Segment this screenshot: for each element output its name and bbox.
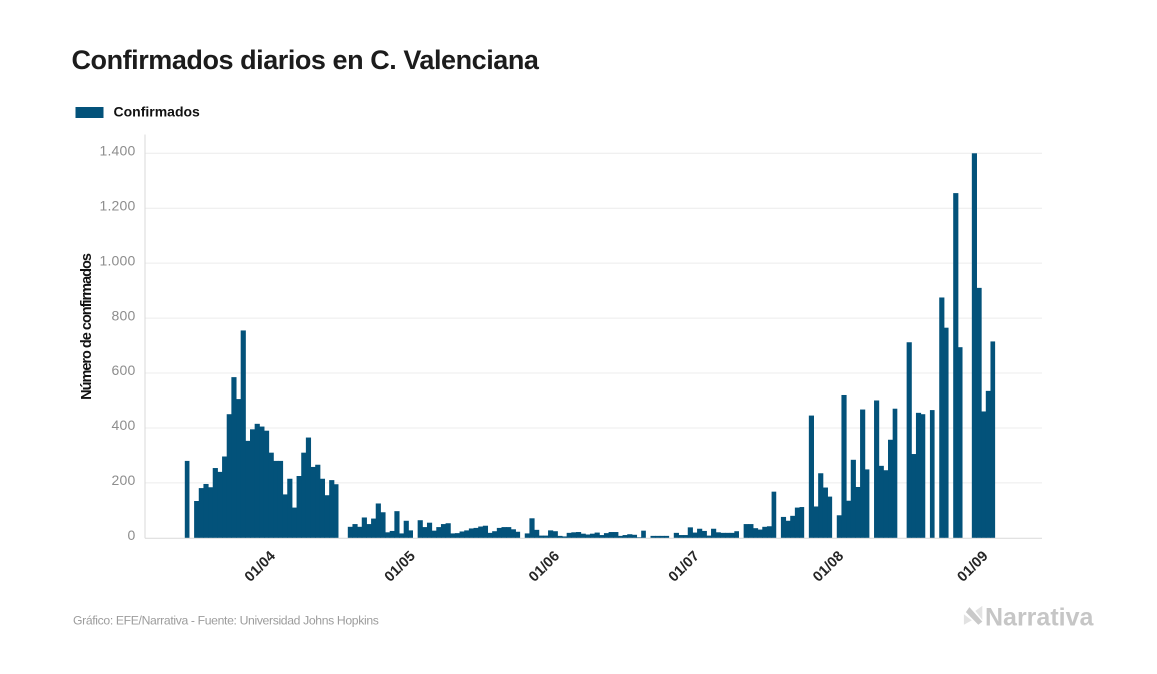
svg-text:01/06: 01/06 [526, 548, 563, 585]
svg-text:01/04: 01/04 [242, 548, 279, 585]
svg-text:Confirmados diarios en C. Vale: Confirmados diarios en C. Valenciana [72, 45, 540, 75]
svg-text:400: 400 [112, 417, 136, 433]
svg-text:1.000: 1.000 [99, 252, 135, 268]
svg-text:200: 200 [112, 472, 136, 488]
svg-text:Número de confirmados: Número de confirmados [79, 253, 95, 400]
svg-text:Gráfico: EFE/Narrativa - Fuent: Gráfico: EFE/Narrativa - Fuente: Univers… [73, 614, 379, 628]
svg-text:1.200: 1.200 [99, 197, 135, 213]
svg-text:1.400: 1.400 [99, 142, 135, 158]
svg-text:800: 800 [112, 307, 136, 323]
svg-text:01/07: 01/07 [666, 548, 703, 585]
svg-text:Confirmados: Confirmados [114, 104, 201, 120]
svg-text:01/09: 01/09 [955, 548, 992, 585]
svg-text:0: 0 [128, 527, 136, 543]
svg-text:Narrativa: Narrativa [985, 604, 1094, 632]
svg-text:01/05: 01/05 [382, 548, 419, 585]
svg-text:01/08: 01/08 [810, 548, 847, 585]
svg-text:600: 600 [112, 362, 136, 378]
